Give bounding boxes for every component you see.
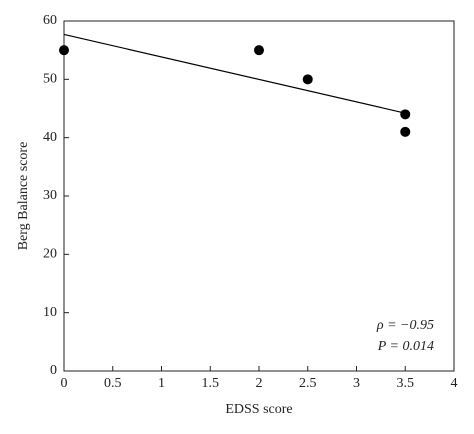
y-tick-label: 10 [43,305,57,320]
annotation: ρ = −0.95 [376,318,434,333]
x-tick-label: 1.5 [202,376,220,391]
x-tick-label: 3.5 [397,376,415,391]
trend-line [63,33,406,114]
y-tick-label: 30 [43,188,57,203]
scatter-point [400,109,411,120]
y-axis-label: Berg Balance score [16,142,31,251]
y-tick-label: 60 [43,13,57,28]
y-tick-label: 20 [43,247,57,262]
y-tick-label: 0 [50,363,57,378]
x-tick-label: 2.5 [299,376,317,391]
x-tick-label: 4 [451,376,458,391]
x-tick-label: 1 [158,376,165,391]
scatter-point [59,45,69,56]
x-tick-label: 3 [353,376,360,391]
scatter-point [254,45,264,56]
x-axis-label: EDSS score [225,402,292,417]
x-tick-label: 0 [61,376,68,391]
annotation: P = 0.014 [377,339,434,354]
x-tick-label: 0.5 [104,376,122,391]
y-tick-label: 50 [43,72,57,87]
scatter-point [400,126,411,137]
scatter-point [302,74,313,85]
y-tick-label: 40 [43,130,57,145]
x-tick-label: 2 [256,376,263,391]
